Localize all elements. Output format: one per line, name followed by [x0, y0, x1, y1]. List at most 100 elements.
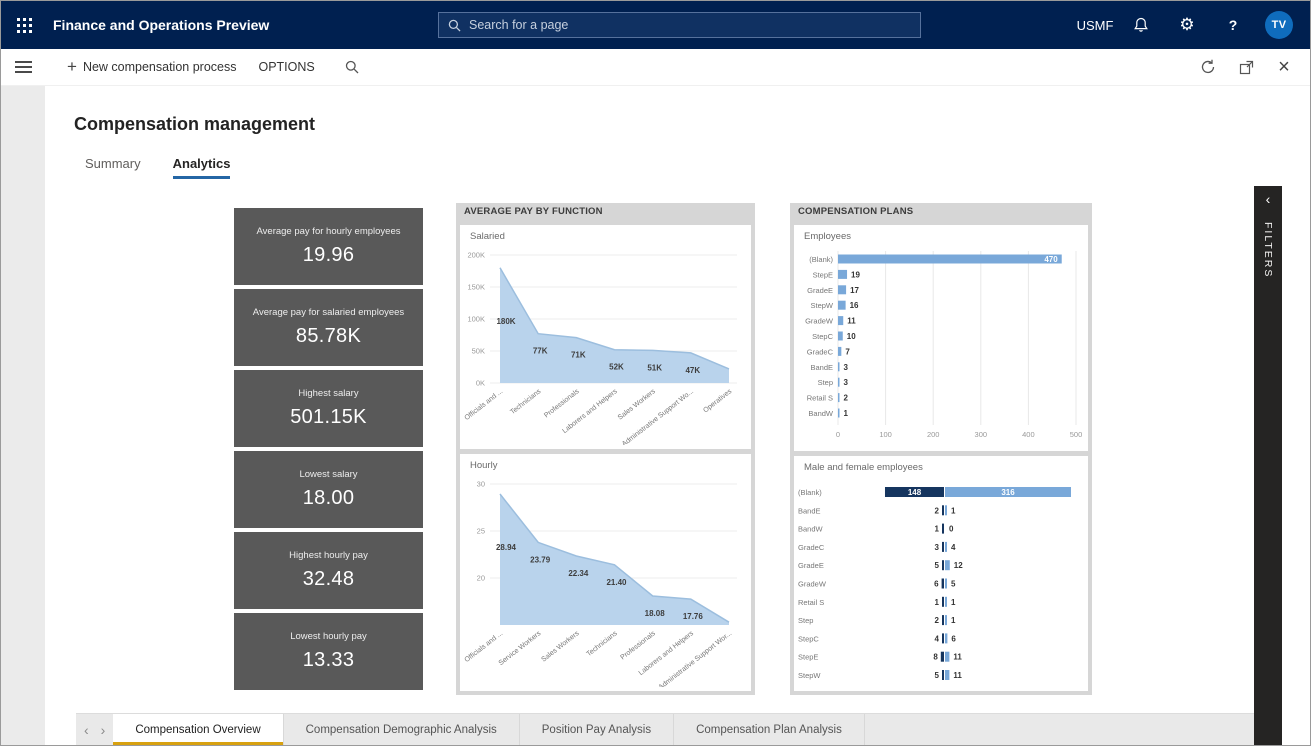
kpi-card[interactable]: Highest salary 501.15K — [234, 370, 423, 447]
filters-label: FILTERS — [1262, 222, 1274, 279]
search-icon — [345, 60, 359, 74]
svg-text:500: 500 — [1070, 430, 1083, 439]
report-tab[interactable]: Compensation Plan Analysis — [674, 714, 865, 745]
svg-text:1: 1 — [844, 409, 849, 418]
svg-text:12: 12 — [954, 561, 963, 570]
male-female-bar-chart[interactable]: Male and female employees (Blank) 148 316 B… — [794, 456, 1088, 691]
svg-text:0K: 0K — [476, 379, 485, 388]
svg-text:3: 3 — [935, 543, 940, 552]
svg-text:470: 470 — [1044, 255, 1058, 264]
kpi-value: 13.33 — [302, 648, 355, 671]
open-in-new-window-button[interactable] — [1230, 52, 1262, 82]
help-button[interactable]: ? — [1210, 1, 1256, 49]
settings-button[interactable]: ⚙ — [1164, 1, 1210, 49]
report-tab[interactable]: Compensation Demographic Analysis — [284, 714, 520, 745]
svg-text:3: 3 — [844, 363, 849, 372]
svg-text:28.94: 28.94 — [496, 543, 517, 552]
svg-text:1: 1 — [935, 598, 940, 607]
kpi-card[interactable]: Highest hourly pay 32.48 — [234, 532, 423, 609]
salaried-area-chart[interactable]: Salaried 200K 150K 100K 50K 0K 180K 77K 71K 52K 5… — [460, 225, 751, 449]
report-tab-bar: ‹ › Compensation Overview Compensation De… — [76, 713, 1254, 745]
svg-text:Technicians: Technicians — [586, 630, 620, 658]
svg-text:11: 11 — [847, 317, 856, 326]
svg-text:6: 6 — [951, 634, 956, 643]
kpi-card[interactable]: Average pay for hourly employees 19.96 — [234, 208, 423, 285]
svg-text:11: 11 — [953, 653, 962, 662]
svg-text:100K: 100K — [467, 315, 485, 324]
svg-text:Technicians: Technicians — [509, 388, 543, 416]
svg-text:400: 400 — [1022, 430, 1035, 439]
svg-text:StepC: StepC — [798, 634, 819, 643]
svg-text:17: 17 — [850, 286, 859, 295]
nav-menu-button[interactable] — [1, 58, 45, 76]
svg-text:100: 100 — [879, 430, 892, 439]
kpi-label: Highest salary — [298, 388, 359, 400]
filters-expand-icon[interactable]: ‹ — [1265, 191, 1271, 207]
svg-text:Service Workers: Service Workers — [498, 630, 543, 667]
svg-text:19: 19 — [851, 270, 860, 279]
panel-title: COMPENSATION PLANS — [798, 206, 914, 217]
svg-text:200: 200 — [927, 430, 940, 439]
svg-text:Step: Step — [798, 616, 813, 625]
svg-text:1: 1 — [951, 598, 956, 607]
svg-text:GradeE: GradeE — [807, 286, 833, 295]
report-tab[interactable]: Compensation Overview — [113, 714, 284, 745]
svg-text:1: 1 — [951, 616, 956, 625]
kpi-card[interactable]: Lowest hourly pay 13.33 — [234, 613, 423, 690]
company-picker[interactable]: USMF — [1076, 17, 1114, 33]
svg-text:BandW: BandW — [808, 409, 834, 418]
svg-text:50K: 50K — [472, 347, 485, 356]
top-navbar: Finance and Operations Preview Search fo… — [1, 1, 1310, 49]
close-icon: × — [1278, 55, 1290, 78]
kpi-label: Average pay for hourly employees — [256, 226, 401, 238]
svg-text:2: 2 — [935, 616, 940, 625]
svg-text:30: 30 — [477, 480, 485, 489]
svg-text:77K: 77K — [533, 347, 548, 356]
actionbar-search-button[interactable] — [345, 60, 359, 74]
page-search-box[interactable]: Search for a page — [438, 12, 921, 38]
refresh-button[interactable] — [1192, 52, 1224, 82]
kpi-value: 501.15K — [290, 405, 367, 428]
salaried-chart-plot: 200K 150K 100K 50K 0K 180K 77K 71K 52K 51K 47K Offi… — [464, 251, 737, 445]
employees-bar-chart[interactable]: Employees 0 100 200 300 400 500 (Blank) 470 Step… — [794, 225, 1088, 451]
svg-text:2: 2 — [844, 394, 849, 403]
svg-text:BandE: BandE — [798, 506, 821, 515]
plus-icon: + — [67, 56, 77, 76]
close-button[interactable]: × — [1268, 52, 1300, 82]
svg-text:Sales Workers: Sales Workers — [617, 388, 657, 422]
kpi-column: Average pay for hourly employees 19.96 Ave… — [234, 208, 423, 694]
report-tabs-prev-icon[interactable]: ‹ — [84, 721, 89, 738]
svg-text:180K: 180K — [496, 317, 515, 326]
kpi-card[interactable]: Lowest salary 18.00 — [234, 451, 423, 528]
options-menu[interactable]: OPTIONS — [258, 60, 314, 74]
employees-chart-plot: 0 100 200 300 400 500 (Blank) 470 StepE 19 GradeE 1… — [805, 251, 1083, 439]
report-tabs-next-icon[interactable]: › — [100, 721, 106, 738]
account-button[interactable]: TV — [1256, 1, 1302, 49]
svg-text:5: 5 — [935, 671, 940, 680]
new-compensation-process-button[interactable]: + New compensation process — [67, 56, 237, 76]
hourly-area-chart[interactable]: Hourly 30 25 20 28.94 23.79 22.34 21.40 18.08 17… — [460, 454, 751, 691]
svg-text:Retail S: Retail S — [807, 394, 833, 403]
kpi-card[interactable]: Average pay for salaried employees 85.78K — [234, 289, 423, 366]
bell-icon — [1134, 17, 1148, 32]
help-icon: ? — [1228, 17, 1238, 33]
svg-text:Officials and ...: Officials and ... — [464, 388, 505, 422]
svg-text:10: 10 — [847, 332, 856, 341]
new-button-label: New compensation process — [82, 60, 237, 74]
svg-text:Retail S: Retail S — [798, 598, 824, 607]
tab-analytics[interactable]: Analytics — [172, 156, 231, 179]
filters-pane[interactable]: ‹ FILTERS — [1254, 186, 1282, 745]
svg-text:5: 5 — [935, 561, 940, 570]
waffle-menu-button[interactable] — [1, 1, 47, 49]
svg-text:0: 0 — [949, 525, 954, 534]
report-tab[interactable]: Position Pay Analysis — [520, 714, 675, 745]
chart-title: Employees — [804, 231, 851, 242]
svg-text:2: 2 — [935, 506, 940, 515]
chart-title: Salaried — [470, 231, 505, 242]
notifications-button[interactable] — [1118, 1, 1164, 49]
app-title: Finance and Operations Preview — [53, 17, 270, 33]
kpi-label: Highest hourly pay — [289, 550, 368, 562]
tab-summary[interactable]: Summary — [85, 156, 141, 171]
svg-text:0: 0 — [836, 430, 840, 439]
